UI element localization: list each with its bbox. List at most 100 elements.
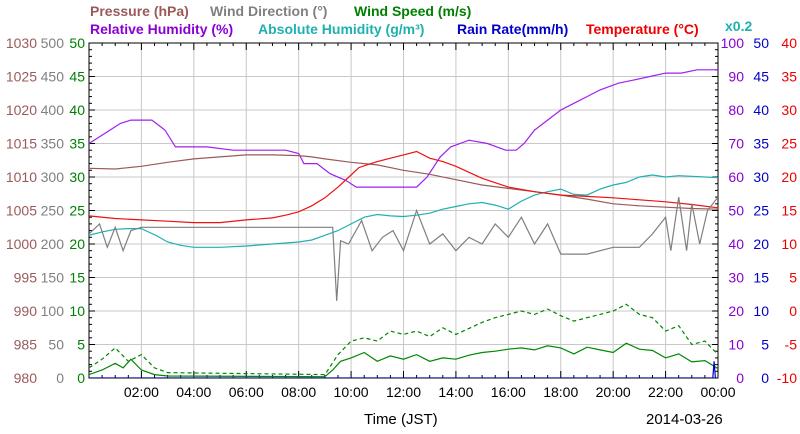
x-axis-label: Time (JST) — [364, 411, 438, 428]
y-tick-label-wind-direction: 500 — [41, 35, 65, 51]
series-rain-rate-mm-h — [89, 361, 718, 378]
y-tick-label-rain-rate: 40 — [753, 102, 769, 118]
legend-pressure: Pressure (hPa) — [90, 3, 189, 19]
y-tick-label-rain-rate: 15 — [753, 270, 769, 286]
y-tick-label-pressure: 980 — [14, 370, 38, 386]
y-tick-label-relative-humidity: 0 — [736, 370, 744, 386]
y-tick-label-wind-direction: 50 — [48, 337, 64, 353]
y-tick-label-rain-rate: 45 — [753, 69, 769, 85]
series-pressure-hpa — [89, 154, 718, 210]
y-tick-label-wind-direction: 0 — [56, 370, 64, 386]
y-tick-label-pressure: 1000 — [6, 236, 37, 252]
series-temperature-c — [89, 150, 718, 224]
y-tick-label-relative-humidity: 90 — [728, 69, 744, 85]
legend-rain-rate: Rain Rate(mm/h) — [457, 21, 568, 37]
y-tick-label-temperature: -10 — [777, 370, 797, 386]
y-tick-label-rain-rate: 10 — [753, 303, 769, 319]
y-tick-label-wind-direction: 100 — [41, 303, 65, 319]
y-tick-label-temperature: 10 — [781, 236, 797, 252]
x-tick-label: 20:00 — [596, 384, 631, 400]
legend-abs-humidity-factor: x0.2 — [725, 18, 752, 34]
legend-relative-humidity: Relative Humidity (%) — [90, 21, 233, 37]
y-tick-label-wind-direction: 150 — [41, 270, 65, 286]
y-tick-label-temperature: 30 — [781, 102, 797, 118]
y-tick-label-wind-speed: 35 — [69, 136, 85, 152]
x-tick-label: 12:00 — [386, 384, 421, 400]
y-tick-label-temperature: 20 — [781, 169, 797, 185]
y-tick-label-rain-rate: 20 — [753, 236, 769, 252]
series-wind-direction — [89, 196, 718, 301]
y-tick-label-wind-speed: 20 — [69, 236, 85, 252]
x-tick-label: 04:00 — [176, 384, 211, 400]
y-tick-label-pressure: 1030 — [6, 35, 37, 51]
y-tick-label-relative-humidity: 10 — [728, 337, 744, 353]
x-tick-label: 10:00 — [334, 384, 369, 400]
y-tick-label-relative-humidity: 50 — [728, 203, 744, 219]
x-tick-label: 02:00 — [124, 384, 159, 400]
x-tick-label: 22:00 — [648, 384, 683, 400]
series-wind-speed-max-m-s — [89, 303, 718, 376]
y-tick-label-temperature: -5 — [785, 337, 798, 353]
x-tick-label: 18:00 — [543, 384, 578, 400]
y-tick-label-rain-rate: 35 — [753, 136, 769, 152]
y-tick-label-wind-speed: 40 — [69, 102, 85, 118]
y-tick-label-relative-humidity: 60 — [728, 169, 744, 185]
y-tick-label-pressure: 1005 — [6, 203, 37, 219]
y-tick-label-wind-speed: 30 — [69, 169, 85, 185]
y-tick-label-rain-rate: 30 — [753, 169, 769, 185]
x-tick-label: 08:00 — [281, 384, 316, 400]
legend-temperature: Temperature (°C) — [586, 21, 699, 37]
y-tick-label-wind-speed: 25 — [69, 203, 85, 219]
y-tick-label-wind-direction: 300 — [41, 169, 65, 185]
series-absolute-humidity-g-m — [89, 174, 718, 248]
series-layer — [89, 69, 718, 378]
axis-labels: 02:00 04:00 06:00 08:00 10:00 12:00 14:00 16:00… — [6, 35, 797, 400]
y-tick-label-wind-speed: 10 — [69, 303, 85, 319]
y-tick-label-wind-direction: 250 — [41, 203, 65, 219]
y-tick-label-relative-humidity: 80 — [728, 102, 744, 118]
y-tick-label-relative-humidity: 100 — [721, 35, 745, 51]
x-tick-label: 16:00 — [491, 384, 526, 400]
y-tick-label-temperature: 15 — [781, 203, 797, 219]
y-tick-label-relative-humidity: 30 — [728, 270, 744, 286]
legend-wind-direction: Wind Direction (°) — [210, 3, 327, 19]
y-tick-label-rain-rate: 25 — [753, 203, 769, 219]
y-tick-label-pressure: 1015 — [6, 136, 37, 152]
legend-wind-speed: Wind Speed (m/s) — [354, 3, 471, 19]
y-tick-label-wind-direction: 350 — [41, 136, 65, 152]
legend-absolute-humidity: Absolute Humidity (g/m³) — [258, 21, 424, 37]
y-tick-label-temperature: 40 — [781, 35, 797, 51]
y-tick-label-relative-humidity: 20 — [728, 303, 744, 319]
y-tick-label-wind-speed: 50 — [69, 35, 85, 51]
y-tick-label-pressure: 985 — [14, 337, 38, 353]
y-tick-label-wind-direction: 450 — [41, 69, 65, 85]
y-tick-label-wind-speed: 5 — [77, 337, 85, 353]
y-tick-label-temperature: 35 — [781, 69, 797, 85]
y-tick-label-temperature: 25 — [781, 136, 797, 152]
series-relative-humidity — [89, 69, 718, 188]
series-wind-speed-m-s — [89, 342, 718, 378]
y-tick-label-wind-speed: 45 — [69, 69, 85, 85]
y-tick-label-pressure: 1025 — [6, 69, 37, 85]
x-tick-label: 14:00 — [438, 384, 473, 400]
date-label: 2014-03-26 — [646, 411, 723, 428]
y-tick-label-temperature: 5 — [789, 270, 797, 286]
y-tick-label-wind-direction: 200 — [41, 236, 65, 252]
x-tick-label: 06:00 — [229, 384, 264, 400]
y-tick-label-wind-direction: 400 — [41, 102, 65, 118]
y-tick-label-rain-rate: 50 — [753, 35, 769, 51]
y-tick-label-pressure: 1010 — [6, 169, 37, 185]
y-tick-label-pressure: 990 — [14, 303, 38, 319]
y-tick-label-wind-speed: 15 — [69, 270, 85, 286]
y-tick-label-temperature: 0 — [789, 303, 797, 319]
y-tick-label-pressure: 995 — [14, 270, 38, 286]
y-tick-label-rain-rate: 5 — [761, 337, 769, 353]
y-tick-label-wind-speed: 0 — [77, 370, 85, 386]
y-tick-label-rain-rate: 0 — [761, 370, 769, 386]
plot-area — [88, 42, 719, 379]
x-tick-label: 00:00 — [700, 384, 735, 400]
y-tick-label-pressure: 1020 — [6, 102, 37, 118]
y-tick-label-relative-humidity: 40 — [728, 236, 744, 252]
y-tick-label-relative-humidity: 70 — [728, 136, 744, 152]
